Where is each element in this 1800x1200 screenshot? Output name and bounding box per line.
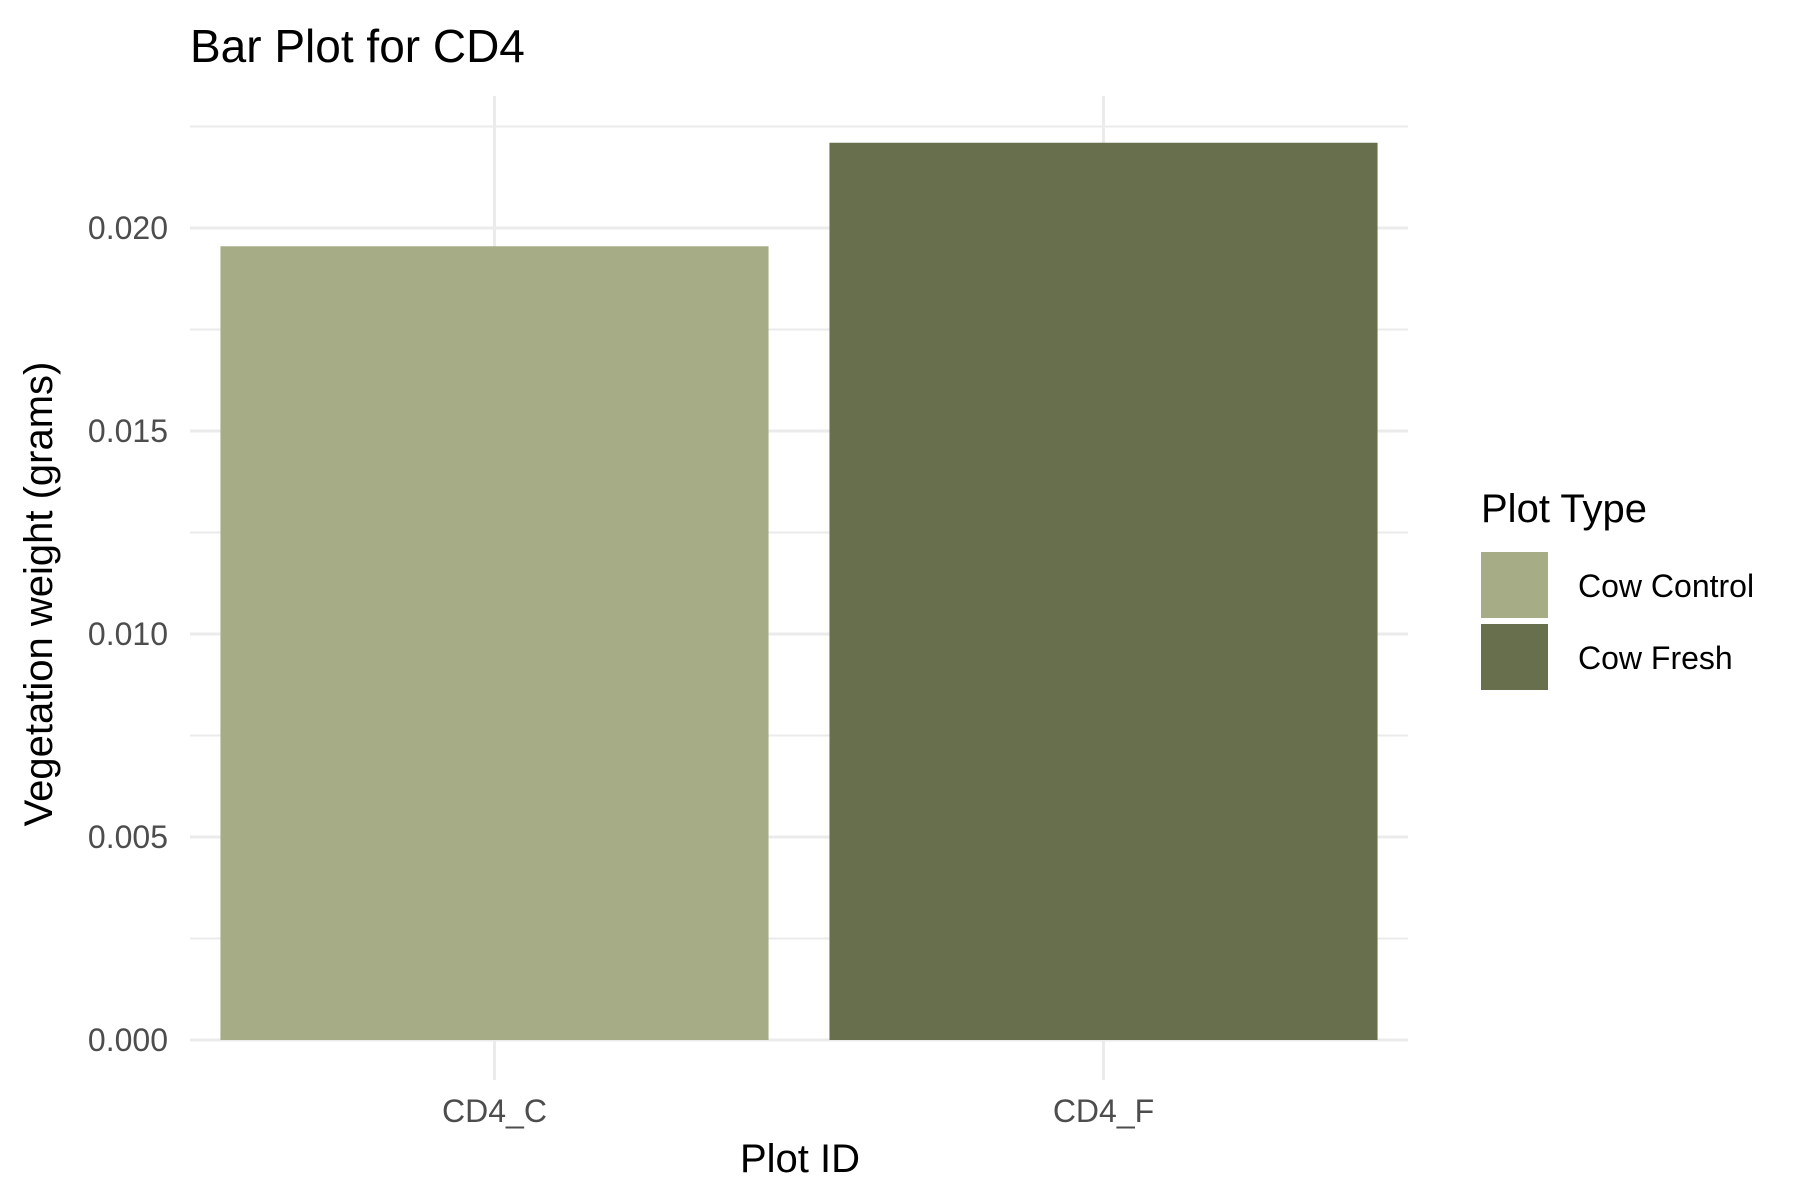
y-axis-ticks: 0.000 0.005 0.010 0.015 0.020 [88, 210, 168, 1058]
legend-label: Cow Control [1578, 568, 1754, 604]
y-tick-label: 0.010 [88, 616, 168, 652]
x-axis-ticks: CD4_C CD4_F [442, 1093, 1154, 1129]
y-tick-label: 0.005 [88, 819, 168, 855]
bar-cd4-f [829, 142, 1378, 1041]
x-axis-title: Plot ID [740, 1137, 860, 1181]
x-tick-label: CD4_F [1053, 1093, 1154, 1129]
chart-title: Bar Plot for CD4 [190, 20, 525, 72]
y-axis-title: Vegetation weight (grams) [17, 362, 61, 827]
legend-label: Cow Fresh [1578, 640, 1733, 676]
bar-cd4-c [220, 246, 769, 1040]
bars-layer [220, 142, 1378, 1041]
legend-swatch [1481, 552, 1548, 618]
legend-title: Plot Type [1481, 487, 1647, 531]
y-tick-label: 0.015 [88, 413, 168, 449]
legend: Plot Type Cow Control Cow Fresh [1481, 487, 1754, 690]
y-tick-label: 0.020 [88, 210, 168, 246]
legend-swatch [1481, 624, 1548, 690]
x-tick-label: CD4_C [442, 1093, 547, 1129]
y-tick-label: 0.000 [88, 1022, 168, 1058]
legend-entries: Cow Control Cow Fresh [1481, 552, 1754, 690]
